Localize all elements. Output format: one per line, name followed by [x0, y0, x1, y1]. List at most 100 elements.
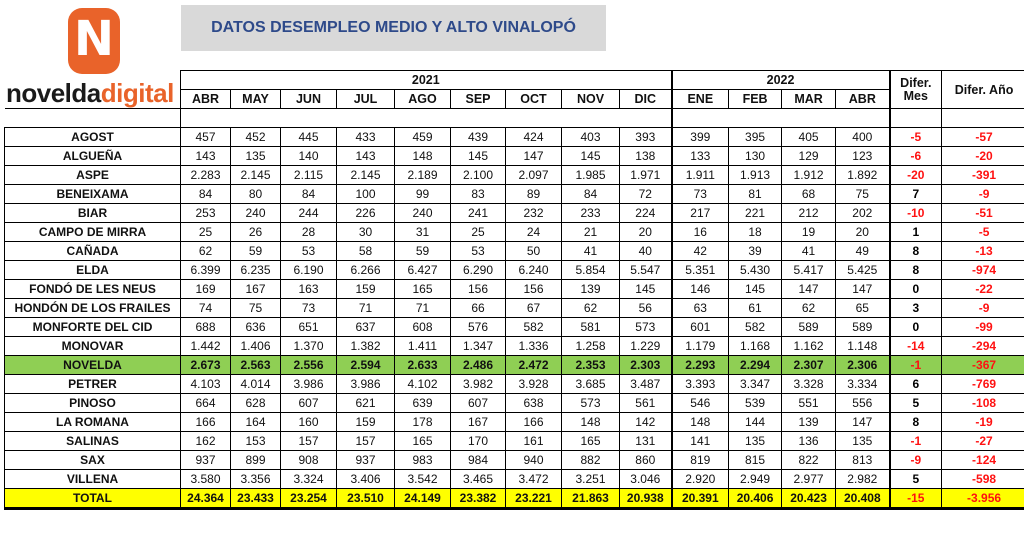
value-cell: 139 — [561, 279, 620, 299]
value-cell: 89 — [505, 184, 562, 204]
value-cell: 2.294 — [728, 355, 783, 375]
value-cell: 53 — [450, 241, 506, 261]
table-row: PETRER 4.103 4.014 3.986 3.986 4.102 3.982 3.92… — [4, 374, 1024, 394]
month-header: ABR — [180, 89, 231, 109]
value-cell: 212 — [781, 203, 837, 223]
value-cell: 1.382 — [336, 336, 395, 356]
value-cell: 165 — [394, 279, 451, 299]
value-cell: 157 — [336, 431, 395, 451]
value-cell: 71 — [336, 298, 395, 318]
value-cell: 445 — [280, 127, 337, 147]
value-cell: 81 — [728, 184, 783, 204]
value-cell: 424 — [505, 127, 562, 147]
dif-ano-cell: -3.956 — [941, 488, 1024, 510]
value-cell: 4.102 — [394, 374, 451, 394]
value-cell: 143 — [180, 146, 231, 166]
value-cell: 169 — [180, 279, 231, 299]
value-cell: 1.148 — [835, 336, 891, 356]
value-cell: 58 — [336, 241, 395, 261]
value-cell: 19 — [781, 222, 837, 242]
value-cell: 573 — [561, 393, 620, 413]
value-cell: 62 — [180, 241, 231, 261]
value-cell: 39 — [728, 241, 783, 261]
value-cell: 2.949 — [728, 469, 783, 489]
table-row: CAÑADA 62 59 53 58 59 53 50 41 40 42 39 41 49 8 -13 — [4, 241, 1024, 261]
value-cell: 2.293 — [670, 355, 730, 375]
value-cell: 3.406 — [336, 469, 395, 489]
municipality-name: PETRER — [4, 374, 181, 394]
value-cell: 244 — [280, 203, 337, 223]
value-cell: 148 — [394, 146, 451, 166]
value-cell: 20.408 — [835, 488, 891, 510]
value-cell: 589 — [781, 317, 837, 337]
month-header: NOV — [561, 89, 620, 109]
dif-mes-cell: -15 — [888, 488, 943, 510]
dif-mes-cell: 0 — [888, 317, 943, 337]
value-cell: 135 — [835, 431, 891, 451]
value-cell: 3.986 — [336, 374, 395, 394]
value-cell: 167 — [450, 412, 506, 432]
value-cell: 145 — [728, 279, 783, 299]
dif-ano-cell: -769 — [941, 374, 1024, 394]
municipality-name: CAMPO DE MIRRA — [4, 222, 181, 242]
value-cell: 145 — [450, 146, 506, 166]
value-cell: 131 — [618, 431, 673, 451]
table-row: VILLENA 3.580 3.356 3.324 3.406 3.542 3.465 3.4… — [4, 469, 1024, 489]
value-cell: 21 — [561, 222, 620, 242]
value-cell: 6.266 — [336, 260, 395, 280]
value-cell: 2.306 — [835, 355, 891, 375]
value-cell: 4.014 — [230, 374, 281, 394]
dif-ano-cell: -57 — [941, 127, 1024, 147]
municipality-name: SAX — [4, 450, 181, 470]
dif-ano-cell: -598 — [941, 469, 1024, 489]
value-cell: 3.986 — [280, 374, 337, 394]
value-cell: 75 — [835, 184, 891, 204]
table-row: CAMPO DE MIRRA 25 26 28 30 31 25 24 21 20 16 18 19 20… — [4, 222, 1024, 242]
value-cell: 2.472 — [505, 355, 562, 375]
month-header: DIC — [618, 89, 673, 109]
value-cell: 601 — [670, 317, 730, 337]
value-cell: 162 — [180, 431, 231, 451]
value-cell: 24.364 — [180, 488, 231, 510]
value-cell: 20 — [835, 222, 891, 242]
table-row: FONDÓ DE LES NEUS 169 167 163 159 165 156 156 13… — [4, 279, 1024, 299]
value-cell: 6.427 — [394, 260, 451, 280]
value-cell: 63 — [670, 298, 730, 318]
value-cell: 815 — [728, 450, 783, 470]
value-cell: 74 — [180, 298, 231, 318]
dif-ano-cell: -99 — [941, 317, 1024, 337]
value-cell: 26 — [230, 222, 281, 242]
value-cell: 1.162 — [781, 336, 837, 356]
value-cell: 61 — [728, 298, 783, 318]
value-cell: 25 — [180, 222, 231, 242]
dif-mes-cell: -1 — [888, 431, 943, 451]
value-cell: 3.487 — [618, 374, 673, 394]
dif-mes-cell: 0 — [888, 279, 943, 299]
value-cell: 2.920 — [670, 469, 730, 489]
municipality-name: LA ROMANA — [4, 412, 181, 432]
value-cell: 2.353 — [561, 355, 620, 375]
dif-mes-cell: 8 — [888, 412, 943, 432]
value-cell: 3.347 — [728, 374, 783, 394]
month-header: FEB — [728, 89, 783, 109]
value-cell: 937 — [336, 450, 395, 470]
municipality-name: MONOVAR — [4, 336, 181, 356]
value-cell: 5.430 — [728, 260, 783, 280]
value-cell: 145 — [561, 146, 620, 166]
value-cell: 1.229 — [618, 336, 673, 356]
value-cell: 2.115 — [280, 165, 337, 185]
value-cell: 71 — [394, 298, 451, 318]
spacer-cell — [179, 108, 673, 128]
value-cell: 24.149 — [394, 488, 451, 510]
municipality-name: PINOSO — [4, 393, 181, 413]
value-cell: 66 — [450, 298, 506, 318]
value-cell: 143 — [336, 146, 395, 166]
dif-ano-cell: -5 — [941, 222, 1024, 242]
value-cell: 607 — [280, 393, 337, 413]
value-cell: 80 — [230, 184, 281, 204]
logo-mark-letter: N — [73, 11, 115, 67]
value-cell: 1.258 — [561, 336, 620, 356]
spacer-row — [4, 108, 1024, 128]
value-cell: 3.356 — [230, 469, 281, 489]
value-cell: 5.854 — [561, 260, 620, 280]
